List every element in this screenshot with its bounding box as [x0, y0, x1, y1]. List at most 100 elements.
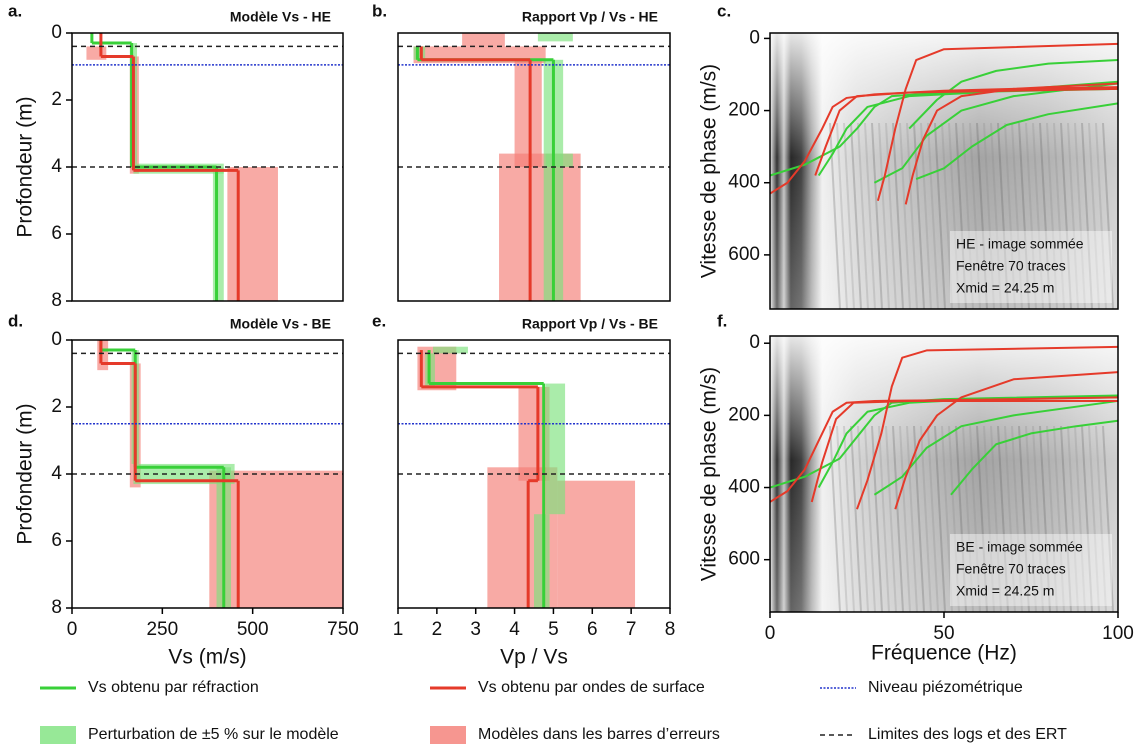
dispersion-curve — [769, 396, 1119, 503]
image-texture — [983, 122, 995, 310]
perturbation-band — [212, 167, 224, 301]
panel-title: Modèle Vs - BE — [230, 316, 331, 332]
dispersion-shade — [770, 336, 1118, 612]
x-axis-label: Fréquence (Hz) — [871, 642, 1017, 665]
image-texture — [976, 122, 988, 310]
image-texture — [962, 122, 974, 310]
image-texture — [920, 122, 932, 310]
image-texture — [1018, 425, 1030, 613]
image-texture — [983, 425, 995, 613]
perturbation-band — [133, 163, 224, 174]
y-tick-label: 200 — [728, 100, 760, 121]
annotation-box — [950, 231, 1112, 303]
panel-title: Rapport Vp / Vs - BE — [522, 316, 658, 332]
legend-label: Limites des logs et des ERT — [868, 726, 1067, 743]
annotation-line: Fenêtre 70 traces — [956, 258, 1066, 274]
image-texture — [927, 122, 939, 310]
dispersion-curve — [894, 371, 1119, 510]
y-axis-label: Profondeur (m) — [14, 403, 37, 544]
dispersion-curve — [873, 82, 1119, 184]
image-texture — [1018, 122, 1030, 310]
y-axis-label: Vitesse de phase (m/s) — [698, 367, 721, 581]
image-texture — [850, 122, 862, 310]
panel-label: e. — [372, 311, 386, 330]
image-texture — [1039, 425, 1051, 613]
image-texture — [1011, 122, 1023, 310]
image-texture — [871, 122, 883, 310]
image-texture — [836, 122, 848, 310]
x-tick-label: 0 — [765, 623, 776, 644]
y-tick-label: 4 — [51, 463, 62, 484]
image-texture — [990, 425, 1002, 613]
image-texture — [892, 122, 904, 310]
image-texture — [948, 122, 960, 310]
x-tick-label: 6 — [587, 619, 598, 640]
image-texture — [1011, 425, 1023, 613]
y-tick-label: 2 — [51, 89, 62, 110]
image-texture — [885, 122, 897, 310]
y-tick-label: 600 — [728, 244, 760, 265]
image-texture — [920, 425, 932, 613]
y-axis-label: Profondeur (m) — [14, 96, 37, 237]
x-tick-label: 100 — [1102, 623, 1134, 644]
image-texture — [948, 425, 960, 613]
plot-frame — [769, 32, 1119, 310]
y-tick-label: 8 — [51, 597, 62, 618]
image-texture — [955, 425, 967, 613]
image-texture — [829, 425, 841, 613]
dispersion-curve — [817, 80, 1119, 177]
image-texture — [1004, 122, 1016, 310]
image-texture — [850, 425, 862, 613]
annotation-line: Xmid = 24.25 m — [956, 280, 1054, 296]
image-texture — [1032, 122, 1044, 310]
legend-swatch — [40, 726, 76, 744]
image-texture — [927, 425, 939, 613]
image-texture — [1032, 425, 1044, 613]
image-texture — [1074, 122, 1086, 310]
image-texture — [941, 425, 953, 613]
image-texture — [1081, 122, 1093, 310]
image-texture — [976, 425, 988, 613]
y-tick-label: 600 — [728, 549, 760, 570]
panel-label: c. — [717, 1, 731, 20]
plot-frame — [397, 339, 671, 609]
image-texture — [913, 122, 925, 310]
panel-label: f. — [717, 311, 727, 330]
image-texture — [955, 122, 967, 310]
annotation-line: HE - image sommée — [956, 236, 1084, 252]
image-texture — [969, 425, 981, 613]
error-band — [514, 59, 542, 167]
image-texture — [1004, 425, 1016, 613]
image-texture — [1067, 425, 1079, 613]
image-texture — [1095, 122, 1107, 310]
legend-label: Niveau piézométrique — [868, 679, 1023, 696]
panel-title: Rapport Vp / Vs - HE — [522, 9, 658, 25]
perturbation-band — [545, 153, 573, 167]
image-texture — [1081, 425, 1093, 613]
y-axis-label: Vitesse de phase (m/s) — [698, 64, 721, 278]
legend-label: Perturbation de ±5 % sur le modèle — [88, 726, 339, 743]
y-tick-label: 400 — [728, 172, 760, 193]
x-tick-label: 7 — [626, 619, 637, 640]
image-texture — [934, 425, 946, 613]
y-tick-label: 0 — [749, 27, 760, 48]
image-texture — [1039, 122, 1051, 310]
error-band — [97, 340, 109, 371]
image-texture — [836, 425, 848, 613]
dispersion-curve — [814, 87, 1119, 176]
image-texture — [997, 122, 1009, 310]
error-band — [227, 167, 278, 301]
dispersion-curve — [904, 82, 1119, 205]
image-texture — [1046, 122, 1058, 310]
dispersion-curve — [769, 87, 1119, 177]
image-texture — [1088, 122, 1100, 310]
x-tick-label: 0 — [67, 619, 78, 640]
image-texture — [1053, 425, 1065, 613]
x-tick-label: 500 — [237, 619, 269, 640]
perturbation-band — [432, 346, 468, 354]
perturbation-band — [545, 383, 566, 515]
image-texture — [843, 122, 855, 310]
x-tick-label: 5 — [548, 619, 559, 640]
legend-swatch — [430, 726, 466, 744]
image-texture — [906, 122, 918, 310]
